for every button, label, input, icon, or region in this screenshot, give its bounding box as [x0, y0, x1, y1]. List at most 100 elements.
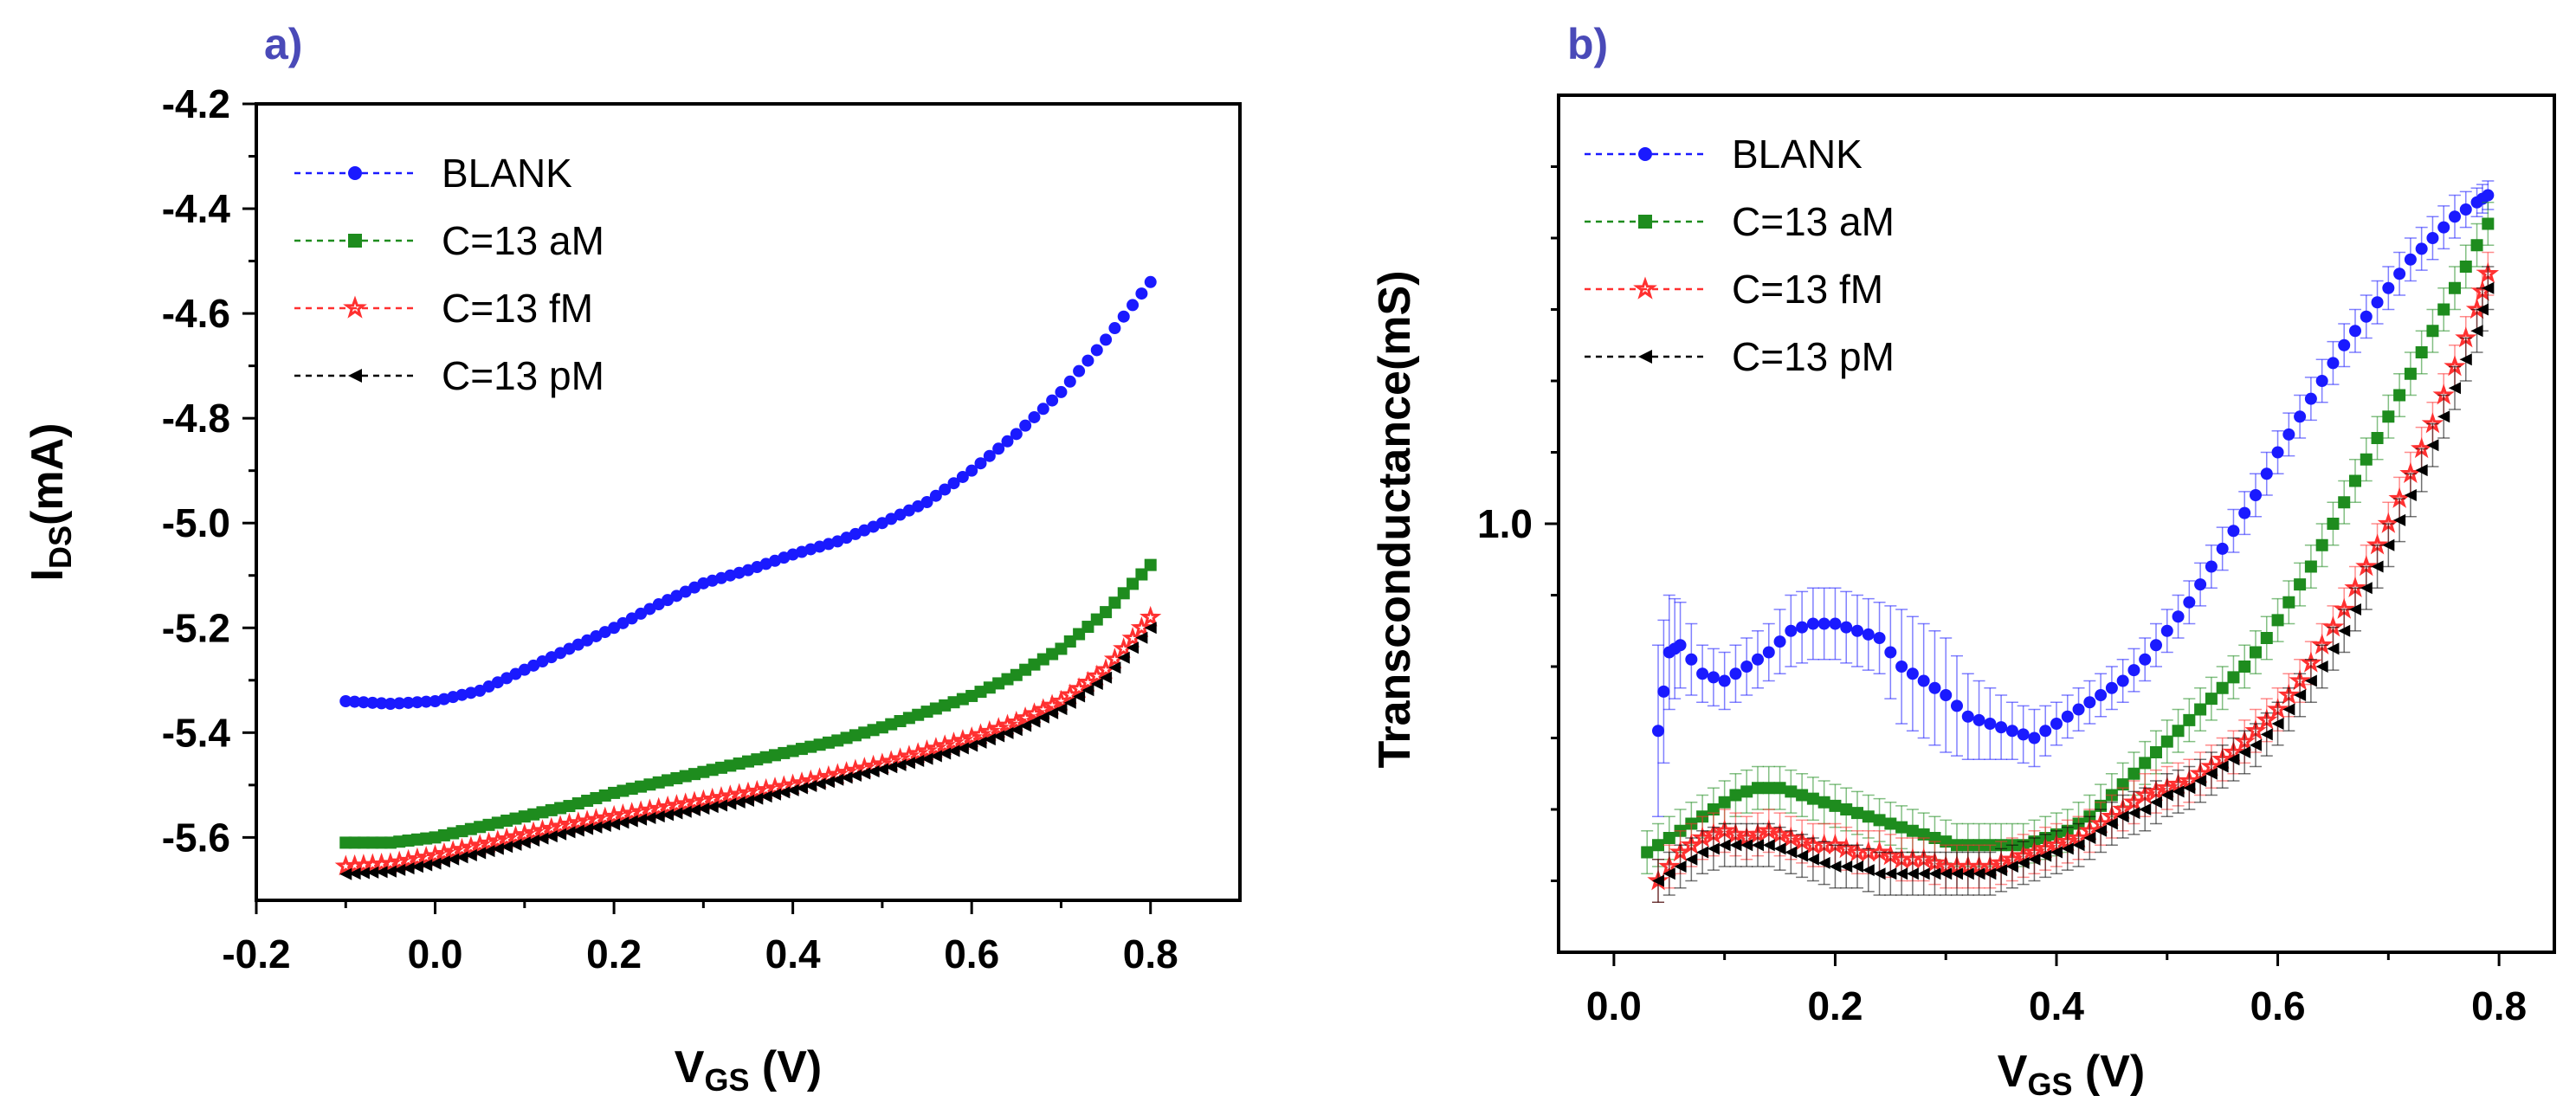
- series-c-13-pm: [339, 622, 1157, 880]
- data-point: [643, 603, 656, 616]
- data-point: [2338, 338, 2351, 351]
- panel-a: a) -0.2 0.0 0.2 0.4 0.6 0.8 -4.2 -4.4 -4.6 -4.8 -5…: [23, 20, 1242, 1098]
- data-point: [1081, 354, 1094, 367]
- x-tick-label: 0.2: [586, 931, 642, 976]
- data-point: [1873, 814, 1886, 827]
- data-point: [1862, 628, 1875, 641]
- data-point: [715, 799, 728, 812]
- data-point: [652, 810, 665, 823]
- data-point: [679, 805, 692, 818]
- y-tick-label: -4.8: [162, 396, 230, 441]
- data-point: [2072, 839, 2085, 852]
- x-tick-label: -0.2: [222, 931, 290, 976]
- data-point: [2105, 817, 2118, 830]
- data-point: [1951, 867, 1963, 880]
- data-point: [2150, 796, 2162, 809]
- data-point: [2028, 732, 2041, 744]
- data-point: [2304, 674, 2317, 687]
- data-point: [1829, 799, 1842, 812]
- data-point: [1055, 385, 1068, 398]
- panel-a-series: [334, 275, 1162, 880]
- data-point: [1806, 792, 1819, 805]
- panel-b-series: [1641, 180, 2500, 903]
- data-point: [1984, 867, 1997, 880]
- data-point: [2327, 518, 2340, 530]
- data-point: [2327, 642, 2340, 655]
- data-point: [1752, 782, 1764, 795]
- data-point: [849, 769, 862, 782]
- data-point: [1001, 435, 1014, 448]
- data-point: [1685, 653, 1698, 666]
- legend-label: C=13 aM: [442, 218, 604, 263]
- data-point: [1740, 785, 1753, 798]
- data-point: [939, 747, 952, 760]
- data-point: [1127, 641, 1140, 654]
- data-point: [1718, 839, 1731, 852]
- legend-marker: [348, 234, 362, 248]
- x-tick-label: 0.8: [2471, 983, 2527, 1028]
- data-point: [2139, 757, 2152, 770]
- data-point: [858, 767, 871, 780]
- data-point: [2426, 439, 2439, 452]
- legend-marker: [343, 295, 367, 319]
- data-point: [2415, 242, 2428, 255]
- data-point: [2294, 689, 2307, 701]
- y-tick-label: -4.2: [162, 81, 230, 126]
- data-point: [1121, 627, 1144, 648]
- data-point: [1100, 606, 1113, 619]
- data-point: [1028, 715, 1041, 728]
- data-point: [2160, 789, 2173, 802]
- data-point: [2393, 389, 2406, 402]
- data-point: [929, 489, 942, 502]
- data-point: [1063, 696, 1076, 709]
- data-point: [1817, 796, 1830, 809]
- data-point: [2160, 624, 2173, 637]
- data-point: [1796, 789, 1809, 802]
- data-point: [1135, 631, 1148, 644]
- data-point: [902, 757, 915, 770]
- data-point: [2382, 281, 2395, 294]
- y-tick-label: -5.2: [162, 605, 230, 650]
- data-point: [608, 622, 621, 635]
- data-point: [1090, 344, 1103, 357]
- data-point: [2127, 664, 2140, 677]
- data-point: [2404, 367, 2417, 380]
- data-point: [2470, 239, 2483, 252]
- data-point: [2216, 542, 2229, 555]
- data-point: [1001, 726, 1014, 739]
- data-point: [1785, 846, 1798, 859]
- data-point: [1851, 624, 1863, 637]
- data-point: [1817, 856, 1830, 869]
- data-point: [759, 790, 772, 803]
- data-point: [947, 477, 960, 490]
- data-point: [662, 809, 675, 822]
- data-point: [1685, 853, 1698, 866]
- data-point: [2371, 560, 2384, 573]
- data-point: [1090, 678, 1103, 691]
- data-point: [2349, 603, 2361, 616]
- data-point: [447, 853, 460, 866]
- data-point: [1019, 719, 1032, 732]
- data-point: [2338, 624, 2351, 637]
- data-point: [500, 841, 513, 854]
- data-point: [2382, 410, 2395, 423]
- data-point: [2426, 325, 2439, 338]
- data-point: [1806, 853, 1819, 866]
- data-point: [2205, 693, 2218, 706]
- data-point: [2083, 832, 2096, 844]
- data-point: [742, 795, 754, 807]
- data-point: [2183, 713, 2196, 726]
- data-point: [2382, 538, 2395, 551]
- data-point: [2127, 767, 2140, 780]
- data-point: [965, 464, 978, 477]
- data-point: [1917, 674, 1930, 687]
- data-point: [2426, 232, 2439, 244]
- data-point: [1073, 690, 1086, 703]
- data-point: [920, 752, 933, 765]
- data-point: [1917, 867, 1930, 880]
- data-point: [1884, 867, 1897, 880]
- data-point: [1752, 839, 1764, 852]
- data-point: [608, 818, 621, 831]
- data-point: [2437, 303, 2450, 316]
- data-point: [617, 816, 629, 829]
